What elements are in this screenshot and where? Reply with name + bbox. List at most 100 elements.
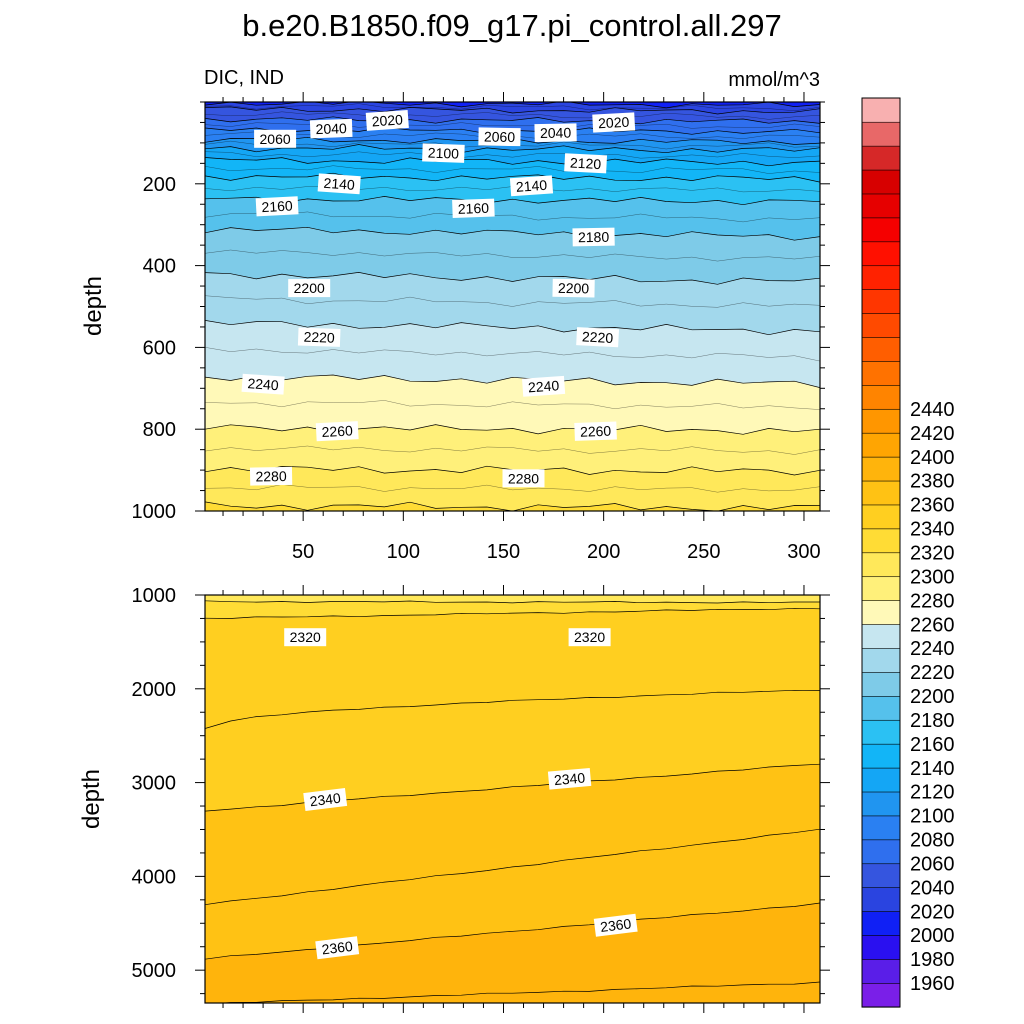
upper-contour-label-2120-7-text: 2120 xyxy=(570,154,602,172)
colorbar-label-2180: 2180 xyxy=(910,710,955,732)
colorbar-label-2120: 2120 xyxy=(910,782,955,804)
colorbar-swatch-25 xyxy=(861,384,901,410)
upper-contour-minor-2190 xyxy=(205,249,820,262)
lower-contour-line-2320 xyxy=(205,607,820,619)
lower-y-tick-label-5000: 5000 xyxy=(132,960,177,982)
colorbar-label-1960: 1960 xyxy=(910,973,955,995)
colorbar-swatch-33 xyxy=(861,193,901,219)
colorbar-swatch-3 xyxy=(861,911,901,936)
colorbar-label-2240: 2240 xyxy=(910,638,955,660)
upper-contour-label-2140-8: 2140 xyxy=(317,173,361,195)
upper-contour-label-2060-4-bg xyxy=(254,129,297,148)
upper-contour-label-2160-11-bg xyxy=(452,198,495,219)
upper-contour-label-2040-2-text: 2040 xyxy=(315,120,347,137)
upper-band-2250 xyxy=(205,374,820,435)
colorbar-label-2160: 2160 xyxy=(910,734,955,756)
upper-contour-label-2240-18-bg xyxy=(522,375,566,397)
upper-contour-minor-2210 xyxy=(205,295,820,308)
lower-contour-label-2360-4-text: 2360 xyxy=(321,938,354,958)
colorbar-swatch-4 xyxy=(861,887,901,912)
upper-y-tick-label-600: 600 xyxy=(143,337,176,359)
colorbar-label-2040: 2040 xyxy=(910,877,955,899)
colorbar-label-2060: 2060 xyxy=(910,854,955,876)
lower-contour-label-2320-0-text: 2320 xyxy=(290,629,321,645)
lower-plot-frame xyxy=(204,594,821,1004)
colorbar-swatch-24 xyxy=(861,408,901,434)
colorbar-swatch-34 xyxy=(861,169,901,195)
colorbar-swatch-16 xyxy=(861,600,901,625)
colorbar-swatch-23 xyxy=(861,432,901,458)
upper-contour-label-2280-21-bg xyxy=(249,466,293,486)
colorbar-label-2360: 2360 xyxy=(910,495,955,517)
colorbar-swatch-20 xyxy=(861,504,901,530)
colorbar-label-2000: 2000 xyxy=(910,925,955,947)
upper-contour-label-2020-1-text: 2020 xyxy=(598,114,630,132)
upper-contour-label-2220-16: 2220 xyxy=(576,327,620,348)
colorbar-label-2200: 2200 xyxy=(910,686,955,708)
lower-contour-label-2320-1: 2320 xyxy=(568,628,611,647)
colorbar-swatch-5 xyxy=(861,863,901,888)
lower-contour-label-2340-2-bg xyxy=(303,788,348,811)
upper-contour-label-2140-9: 2140 xyxy=(509,175,554,197)
lower-contour-label-2360-5: 2360 xyxy=(593,913,638,937)
upper-contour-label-2140-8-text: 2140 xyxy=(323,175,355,193)
upper-contour-label-2280-22: 2280 xyxy=(502,469,545,488)
upper-contour-line-2300 xyxy=(205,501,820,511)
upper-contour-label-2020-0-bg xyxy=(365,109,409,131)
upper-contour-line-2040 xyxy=(205,116,820,125)
colorbar-swatch-17 xyxy=(861,576,901,601)
upper-contour-label-2200-14: 2200 xyxy=(552,278,595,298)
upper-contour-lines xyxy=(205,102,820,511)
upper-x-tick-label-150: 150 xyxy=(487,541,520,563)
lower-axes: 1000 2000 3000 4000 5000 xyxy=(132,585,830,1013)
upper-contour-label-2240-17-text: 2240 xyxy=(247,375,279,393)
upper-contour-label-2240-17-bg xyxy=(241,373,285,395)
colorbar-frame xyxy=(861,97,901,1008)
lower-contour-label-2320-1-bg xyxy=(568,628,611,647)
colorbar-label-2300: 2300 xyxy=(910,566,955,588)
upper-contour-line-2020 xyxy=(205,106,820,115)
upper-contour-label-2060-5: 2060 xyxy=(478,127,521,147)
upper-contour-minor-2270 xyxy=(205,445,820,455)
upper-contour-minor-2170 xyxy=(205,211,820,223)
colorbar-swatch-12 xyxy=(861,695,901,721)
colorbar-label-2420: 2420 xyxy=(910,423,955,445)
lower-contour-label-2340-3-text: 2340 xyxy=(553,769,586,788)
colorbar-swatch-35 xyxy=(861,145,901,171)
colorbar-label-2220: 2220 xyxy=(910,662,955,684)
upper-contour-label-2060-4-text: 2060 xyxy=(260,131,291,147)
variable-region-label: DIC, IND xyxy=(204,67,284,89)
upper-contour-minor-2230 xyxy=(205,347,820,362)
upper-contour-minor-2130 xyxy=(205,165,820,174)
colorbar-swatch-15 xyxy=(861,623,901,649)
colorbar-label-1980: 1980 xyxy=(910,949,955,971)
upper-contour-line-2160 xyxy=(205,196,820,206)
upper-contour-label-2120-7-bg xyxy=(564,153,608,174)
colorbar-label-2400: 2400 xyxy=(910,447,955,469)
lower-y-tick-label-3000: 3000 xyxy=(132,773,177,795)
upper-contour-label-2060-5-text: 2060 xyxy=(484,129,516,146)
upper-axes: 50 100 150 200 250 300 200 400 600 800 1000 xyxy=(132,92,830,563)
upper-band-2190 xyxy=(205,227,820,285)
upper-panel-0-1000m: 2020 2020 2040 2040 2060 2060 2100 2120 2140 2140… xyxy=(80,92,830,563)
upper-y-tick-label-400: 400 xyxy=(143,256,176,278)
colorbar-swatch-22 xyxy=(861,456,901,482)
upper-contour-label-2020-1-bg xyxy=(592,112,636,133)
lower-y-tick-label-2000: 2000 xyxy=(132,679,177,701)
upper-x-tick-label-250: 250 xyxy=(687,541,720,563)
lower-contour-label-2360-5-bg xyxy=(593,913,638,937)
upper-contour-label-2160-10: 2160 xyxy=(255,196,299,217)
units-label: mmol/m^3 xyxy=(728,69,820,91)
upper-contour-line-2100 xyxy=(205,144,820,154)
upper-contour-label-2280-21-text: 2280 xyxy=(255,468,287,485)
colorbar-label-2080: 2080 xyxy=(910,830,955,852)
upper-contour-minor-2290 xyxy=(205,484,820,493)
lower-y-axis-label: depth xyxy=(78,769,105,829)
lower-contour-labels: 2320 2320 2340 2340 2360 2360 xyxy=(284,628,638,960)
upper-contour-label-2100-6-text: 2100 xyxy=(428,145,460,162)
upper-filled-contours xyxy=(205,102,820,511)
upper-contour-minor-2250 xyxy=(205,400,820,410)
upper-contour-label-2200-13-text: 2200 xyxy=(294,280,325,296)
lower-contour-label-2340-3-bg xyxy=(547,768,592,790)
